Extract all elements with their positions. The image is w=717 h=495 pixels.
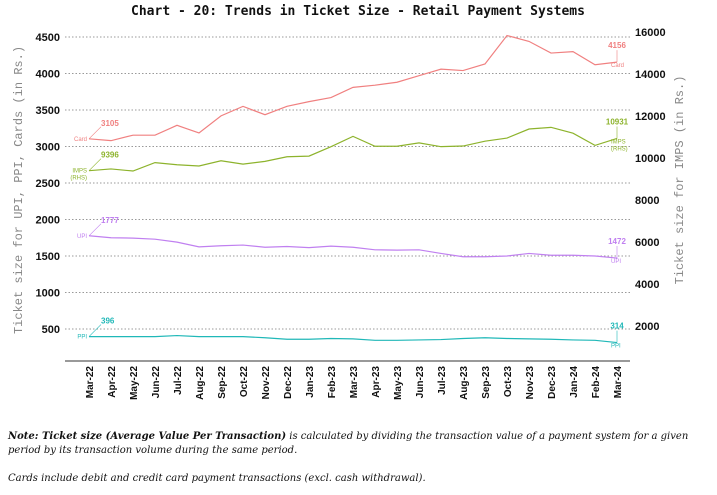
x-tick-label: Sep-23 [481, 366, 492, 399]
start-value-label: 3105 [101, 119, 119, 128]
y-right-tick-label: 14000 [635, 69, 666, 81]
y-right-tick-label: 10000 [635, 153, 666, 165]
y-right-tick-label: 4000 [635, 279, 659, 291]
x-tick-label: Aug-23 [459, 366, 470, 400]
y-right-tick-label: 8000 [635, 195, 659, 207]
end-value-label: 314 [610, 322, 624, 331]
x-tick-label: Mar-24 [613, 366, 624, 399]
note-ticket-size: Note: Ticket size (Average Value Per Tra… [8, 430, 713, 458]
leader-line [88, 158, 102, 171]
series-end-label: UPI [611, 259, 621, 265]
series-start-label: Card [74, 137, 87, 143]
x-tick-label: Oct-23 [503, 366, 514, 398]
y-left-tick-label: 3500 [36, 105, 60, 117]
leader-line [88, 223, 102, 236]
x-tick-label: Feb-24 [591, 366, 602, 399]
end-value-label: 1472 [608, 237, 626, 246]
leader-line [88, 126, 102, 140]
note-bold: Note: Ticket size (Average Value Per Tra… [8, 431, 287, 442]
end-value-label: 4156 [608, 41, 626, 50]
series-end-label: PPI [611, 344, 621, 350]
x-tick-label: Jun-23 [415, 366, 426, 399]
leader-line [88, 324, 102, 337]
start-value-label: 396 [101, 317, 115, 326]
y-left-tick-label: 1500 [36, 251, 60, 263]
note-cards: Cards include debit and credit card paym… [8, 473, 426, 484]
start-value-label: 1777 [101, 216, 119, 225]
y-right-tick-label: 16000 [635, 27, 666, 39]
chart-svg: Chart - 20: Trends in Ticket Size - Reta… [12, 4, 687, 400]
y-left-tick-label: 3000 [36, 142, 60, 154]
x-tick-label: Apr-23 [371, 366, 382, 398]
x-tick-label: Jul-23 [437, 366, 448, 395]
x-tick-label: Jul-22 [173, 366, 184, 395]
start-value-label: 9396 [101, 151, 119, 160]
x-tick-label: Nov-23 [525, 366, 536, 400]
y-left-tick-label: 4000 [36, 69, 60, 81]
x-tick-label: Mar-22 [85, 366, 96, 399]
x-tick-label: Feb-23 [327, 366, 338, 399]
series-line-imps-rhs [88, 126, 618, 172]
series-end-label: Card [611, 63, 624, 69]
x-tick-label: Apr-22 [107, 366, 118, 398]
end-value-label: 10931 [606, 117, 629, 126]
series-start-label: PPI [77, 335, 87, 341]
y-left-tick-label: 500 [42, 324, 60, 336]
chart-title: Chart - 20: Trends in Ticket Size - Reta… [131, 4, 585, 19]
series-start-label: (RHS) [70, 176, 87, 182]
x-tick-label: May-22 [129, 366, 140, 400]
x-tick-label: Aug-22 [195, 366, 206, 400]
y-right-tick-label: 12000 [635, 111, 666, 123]
x-tick-label: Nov-22 [261, 366, 272, 400]
series-end-label: (RHS) [611, 146, 628, 152]
series-start-label: UPI [77, 234, 87, 240]
x-tick-label: Sep-22 [217, 366, 228, 399]
series-line-card [88, 34, 618, 142]
series-line-upi [88, 235, 618, 259]
y-right-tick-label: 2000 [635, 321, 659, 333]
y-axis-left-label: Ticket size for UPI, PPI, Cards (in Rs.) [12, 46, 26, 334]
y-axis-right-label: Ticket size for IMPS (in Rs.) [673, 76, 687, 285]
series-line-ppi [89, 334, 618, 344]
x-tick-label: Jan-23 [305, 366, 316, 398]
x-tick-label: Dec-22 [283, 366, 294, 399]
x-tick-label: Jun-22 [151, 366, 162, 399]
x-tick-label: Mar-23 [349, 366, 360, 399]
note-rest: is calculated by dividing the transactio… [8, 431, 689, 456]
y-left-tick-label: 4500 [36, 32, 60, 44]
x-tick-label: Jan-24 [569, 366, 580, 398]
x-tick-label: Dec-23 [547, 366, 558, 399]
y-left-tick-label: 2500 [36, 178, 60, 190]
series-start-label: IMPS [72, 169, 87, 175]
x-tick-label: Oct-22 [239, 366, 250, 398]
x-tick-label: May-23 [393, 366, 404, 400]
series-end-label: IMPS [611, 139, 626, 145]
y-right-tick-label: 6000 [635, 237, 659, 249]
y-left-tick-label: 1000 [36, 288, 60, 300]
y-left-tick-label: 2000 [36, 215, 60, 227]
